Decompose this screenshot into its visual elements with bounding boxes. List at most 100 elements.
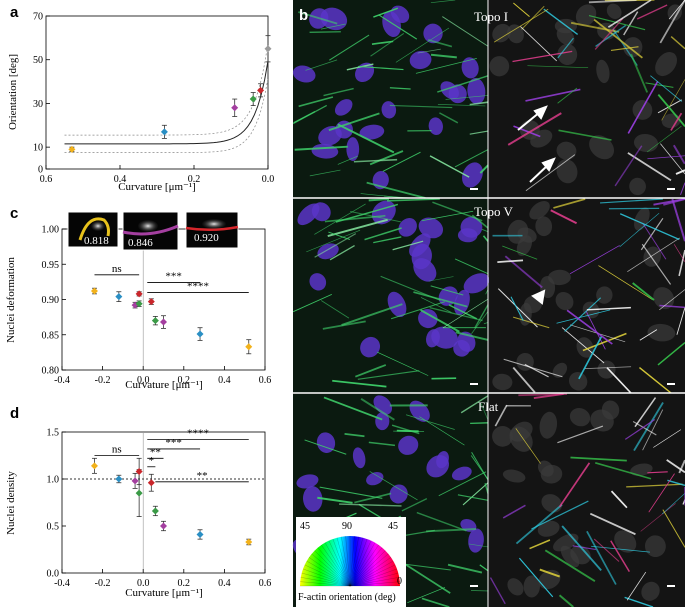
panel-c-point [135,290,143,298]
actin-fiber [429,306,483,322]
actin-fiber [594,18,624,50]
panel-c-xtick-label: 0.4 [218,375,231,386]
colorwheel-ray [349,560,394,587]
panel-c-ytick-label: 0.90 [42,295,60,306]
actin-fiber [626,571,647,601]
actin-fiber [480,402,489,421]
scale-bar-5 [470,585,478,587]
actin-fiber [328,231,351,241]
actin-fiber [640,503,676,532]
nucleus [537,520,560,537]
nucleus [492,23,511,43]
actin-fiber [417,48,441,54]
nucleus [516,235,533,256]
nucleus [569,371,588,391]
panel-a-point [68,145,76,153]
panel-c-letter: c [10,205,18,222]
actin-fiber [518,393,568,397]
actin-fiber [368,441,396,447]
colorwheel-ray [349,536,355,587]
actin-fiber [659,0,685,44]
actin-fiber [395,27,450,63]
actin-fiber [483,322,489,325]
nucleus [596,59,610,84]
actin-fiber [339,503,402,507]
actin-fiber [557,37,574,59]
actin-fiber [357,370,420,380]
actin-fiber [642,222,667,260]
actin-fiber [610,490,628,509]
panel-d-xlabel: Curvature [μm⁻¹] [125,587,203,599]
nucleus [366,472,384,486]
actin-fiber [624,596,654,607]
actin-fiber [647,471,668,474]
actin-fiber [589,512,636,536]
inset-2-value: 0.846 [128,237,153,249]
arrow-2-head [541,157,556,172]
panel-d-ylabel: Nuclei density [5,471,17,535]
scale-bar-3 [470,383,478,385]
actin-fiber [641,243,672,285]
actin-fiber [657,94,685,127]
colorwheel-ray [349,557,392,587]
panel-c-sig-label: ns [112,263,122,275]
actin-fiber [623,11,639,36]
actin-fiber [626,483,683,488]
panel-c-point [245,343,253,351]
actin-fiber [598,265,653,300]
panel-d-sig-label: * [149,455,155,467]
actin-fiber [426,528,477,533]
actin-fiber [439,112,459,124]
actin-fiber [304,439,347,455]
nucleus [292,65,316,83]
actin-fiber [497,288,538,328]
nucleus [509,426,533,452]
actin-fiber [619,212,660,248]
colorwheel-caption: F-actin orientation (deg) [298,592,396,603]
nucleus [316,432,336,453]
actin-fiber [593,538,620,562]
panel-c-xtick-label: -0.2 [95,375,111,386]
actin-fiber [354,492,392,504]
nucleus [461,57,479,79]
actin-fiber [650,75,683,102]
panel-d-ytick-label: 0.0 [47,569,60,580]
actin-fiber [591,545,650,553]
actin-fiber [636,4,668,20]
nucleus [359,124,385,140]
actin-fiber [515,503,563,545]
actin-fiber [556,309,611,324]
colorwheel-ray [349,547,383,587]
colorwheel-ray [324,542,351,587]
micrograph-tile-1 [292,0,489,199]
panel-d-sig-label: ** [150,446,161,458]
actin-fiber [369,471,418,501]
actin-fiber [482,235,489,242]
actin-fiber [627,152,672,182]
actin-fiber [328,112,380,132]
actin-fiber [510,296,524,321]
actin-fiber [319,486,383,499]
panel-c-ytick-label: 0.85 [42,330,60,341]
actin-fiber [355,364,387,378]
actin-fiber [401,498,428,512]
actin-fiber [320,300,350,319]
panel-d-xtick-label: -0.2 [95,578,111,589]
actin-fiber [610,540,631,573]
panel-a-ytick-label: 0 [38,165,43,176]
actin-fiber [558,129,612,141]
actin-fiber [676,307,685,335]
actin-fiber [645,82,674,88]
actin-fiber [371,40,394,46]
actin-fiber [659,289,685,311]
inset-3: 0.920 [185,211,239,249]
label-topo-v: Topo V [474,204,514,219]
scale-bar-2 [667,188,675,190]
actin-fiber [309,169,341,177]
panel-d-xtick-label: 0.0 [137,578,150,589]
actin-fiber [639,329,658,341]
actin-fiber [462,482,489,506]
nucleus [440,81,459,100]
actin-fiber [341,303,403,326]
actin-fiber [370,33,405,57]
